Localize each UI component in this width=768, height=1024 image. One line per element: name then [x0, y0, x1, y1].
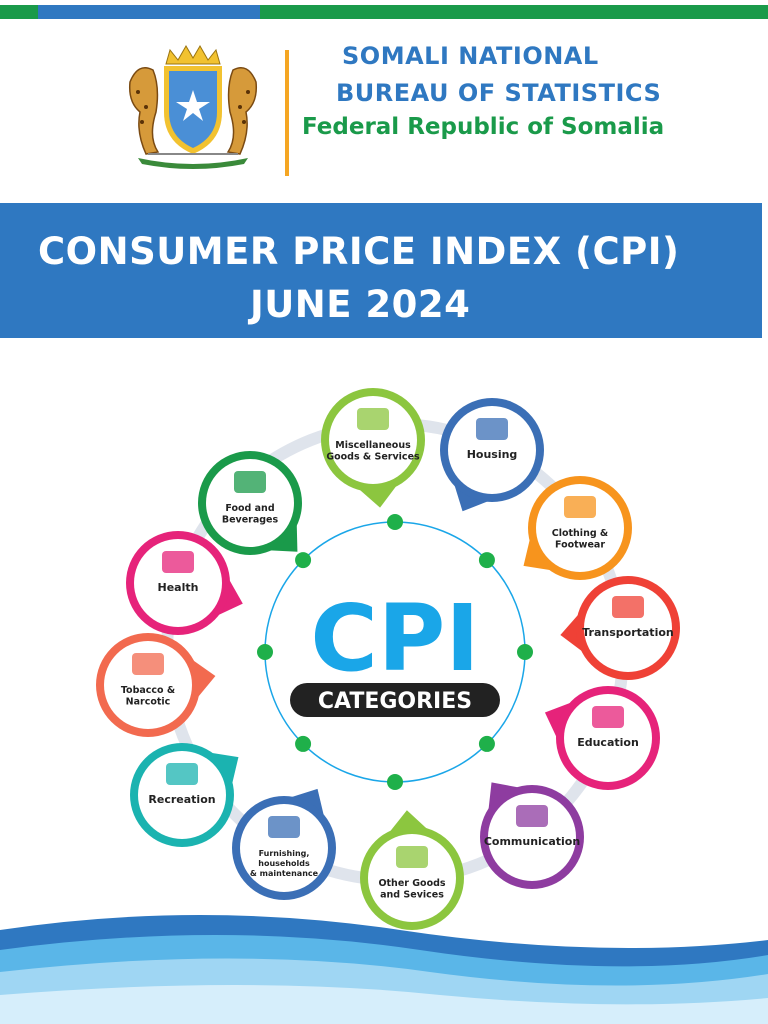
- category-label: Goods & Services: [326, 452, 420, 463]
- house-icon: [476, 418, 508, 440]
- cpi-heading: CPI: [310, 585, 479, 692]
- stethoscope-icon: [162, 551, 194, 573]
- category-communication: Communication: [480, 782, 584, 889]
- category-label: Footwear: [555, 540, 605, 551]
- top-bar-green-left: [0, 5, 38, 19]
- category-label: Beverages: [222, 515, 279, 526]
- no-smoking-icon: [132, 653, 164, 675]
- categories-pill: [290, 683, 500, 717]
- center-dot: [387, 774, 403, 790]
- category-label: Transportation: [582, 626, 673, 639]
- category-label: Education: [577, 736, 639, 749]
- org-country: Federal Republic of Somalia: [302, 114, 665, 140]
- center-dot: [387, 514, 403, 530]
- category-label: Other Goods: [378, 878, 445, 889]
- center-dot: [517, 644, 533, 660]
- category-label: households: [258, 859, 310, 868]
- org-name-line1: SOMALI NATIONAL: [342, 42, 599, 70]
- category-label: Health: [158, 581, 199, 594]
- center-dot: [478, 735, 495, 752]
- category-clothing: Clothing &Footwear: [523, 476, 632, 580]
- category-label: Housing: [467, 448, 518, 461]
- title-banner: [0, 203, 762, 338]
- laptop-icon: [592, 706, 624, 728]
- category-label: Tobacco &: [121, 685, 175, 696]
- center-dot: [478, 552, 495, 569]
- category-label: Recreation: [148, 793, 215, 806]
- top-bar-blue: [38, 5, 260, 19]
- categories-label: CATEGORIES: [318, 689, 472, 714]
- category-label: Communication: [484, 835, 580, 848]
- category-label: & maintenance: [250, 869, 319, 878]
- center-dots: [257, 514, 533, 790]
- center-dot: [295, 552, 312, 569]
- dumbbell-icon: [166, 763, 198, 785]
- furniture-icon: [268, 816, 300, 838]
- category-education: Education: [544, 686, 660, 790]
- category-tobacco: Tobacco &Narcotic: [96, 633, 216, 737]
- top-color-bar: [0, 5, 768, 19]
- category-label: and Sevices: [380, 890, 444, 901]
- center-dot: [257, 644, 273, 660]
- misc-goods-icon: [357, 408, 389, 430]
- category-label: Food and: [225, 503, 274, 514]
- footer-waves: [0, 915, 768, 1024]
- report-period: JUNE 2024: [250, 283, 471, 326]
- chat-icon: [516, 805, 548, 827]
- clothing-icon: [564, 496, 596, 518]
- category-transportation: Transportation: [560, 576, 680, 680]
- top-bar-green-right: [260, 5, 768, 19]
- category-label: Miscellaneous: [335, 440, 411, 451]
- category-housing: Housing: [440, 398, 544, 512]
- category-label: Furnishing,: [259, 849, 310, 858]
- scissors-icon: [396, 846, 428, 868]
- category-health: Health: [126, 531, 243, 635]
- food-icon: [234, 471, 266, 493]
- airplane-icon: [612, 596, 644, 618]
- coat-of-arms-icon: [128, 45, 258, 169]
- category-furnishing: Furnishing,households& maintenance: [232, 788, 336, 900]
- category-recreation: Recreation: [130, 743, 239, 847]
- category-label: Narcotic: [126, 697, 171, 708]
- category-label: Clothing &: [552, 528, 608, 539]
- header-divider: [285, 50, 289, 176]
- center-dot: [295, 735, 312, 752]
- org-name-line2: BUREAU OF STATISTICS: [336, 79, 662, 107]
- report-title: CONSUMER PRICE INDEX (CPI): [38, 230, 680, 273]
